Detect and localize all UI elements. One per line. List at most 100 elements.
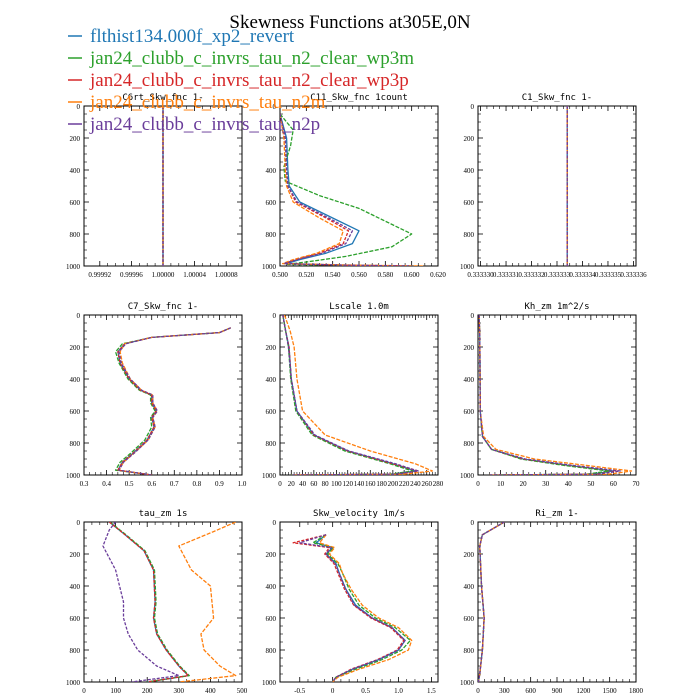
y-tick-label: 0 [471, 312, 475, 320]
y-tick-label: 400 [70, 376, 81, 384]
series-group [102, 522, 237, 682]
y-tick-label: 200 [70, 551, 81, 559]
x-tick-label: 100 [331, 480, 342, 488]
legend: flthist134.000f_xp2_revert jan24_clubb_c_… [68, 26, 414, 135]
x-tick-label: 1.5 [427, 687, 436, 695]
series-line [102, 522, 180, 682]
x-tick-label: 0.600 [404, 271, 420, 279]
x-tick-label: 20 [520, 480, 528, 488]
y-tick-label: 400 [266, 376, 277, 384]
x-tick-label: 40 [565, 480, 573, 488]
x-tick-label: 0.333336 [620, 271, 647, 279]
x-tick-label: 0.333333 [544, 271, 571, 279]
x-tick-label: 900 [552, 687, 563, 695]
legend-label: flthist134.000f_xp2_revert [90, 26, 295, 47]
y-tick-label: 400 [464, 167, 475, 175]
x-tick-label: 70 [633, 480, 641, 488]
x-tick-label: 300 [174, 687, 185, 695]
y-tick-label: 0 [77, 519, 81, 527]
y-tick-label: 600 [464, 615, 475, 623]
series-line [283, 315, 434, 475]
figure-title: Skewness Functions at305E,0N [229, 12, 470, 33]
y-tick-label: 600 [70, 199, 81, 207]
series-line [292, 534, 405, 682]
panel-title: tau_zm 1s [139, 509, 188, 519]
x-tick-label: 200 [142, 687, 153, 695]
x-tick-label: 1.00008 [215, 271, 238, 279]
y-tick-label: 200 [464, 135, 475, 143]
y-tick-label: 800 [464, 647, 475, 655]
panel-title: C11_Skw_fnc 1count [310, 93, 408, 103]
y-tick-label: 1000 [262, 472, 277, 480]
series-group [478, 315, 633, 475]
y-tick-label: 400 [464, 376, 475, 384]
x-tick-label: 1800 [629, 687, 644, 695]
x-tick-label: 1500 [603, 687, 618, 695]
series-line [118, 327, 231, 475]
y-tick-label: 200 [266, 344, 277, 352]
series-line [108, 522, 189, 682]
panel-title: Skw_velocity 1m/s [313, 509, 405, 519]
y-tick-label: 600 [266, 199, 277, 207]
y-tick-label: 200 [464, 551, 475, 559]
x-tick-label: 0.9 [215, 480, 224, 488]
x-tick-label: 0.7 [170, 480, 179, 488]
series-line [282, 315, 419, 475]
x-tick-label: 40 [299, 480, 307, 488]
x-tick-label: 0 [476, 480, 480, 488]
x-tick-label: 80 [322, 480, 330, 488]
x-tick-label: 240 [410, 480, 421, 488]
y-tick-label: 1000 [262, 263, 277, 271]
y-tick-label: 1000 [262, 679, 277, 687]
x-tick-label: 140 [354, 480, 365, 488]
y-tick-label: 200 [266, 551, 277, 559]
x-tick-label: 260 [421, 480, 432, 488]
chart-panel: Skw_velocity 1m/s 0 200 400 600 800 1000 -0.5 0 0… [262, 509, 439, 695]
y-tick-label: 0 [273, 519, 277, 527]
x-tick-label: 0.333331 [493, 271, 520, 279]
x-tick-label: 0.333330 [467, 271, 494, 279]
x-tick-label: 120 [342, 480, 353, 488]
x-tick-label: 0.540 [325, 271, 341, 279]
y-tick-label: 400 [70, 583, 81, 591]
series-line [318, 534, 413, 682]
legend-label: jan24_clubb_c_invrs_tau_n2p [89, 114, 320, 135]
x-tick-label: 0.560 [351, 271, 367, 279]
series-line [117, 327, 231, 475]
y-tick-label: 400 [70, 167, 81, 175]
series-line [280, 113, 413, 266]
y-tick-label: 600 [266, 408, 277, 416]
series-line [178, 522, 237, 682]
y-tick-label: 800 [266, 440, 277, 448]
x-tick-label: 60 [310, 480, 318, 488]
x-tick-label: 1200 [576, 687, 591, 695]
y-tick-label: 800 [464, 231, 475, 239]
x-tick-label: 0.99996 [120, 271, 143, 279]
x-tick-label: 1.0 [394, 687, 403, 695]
series-line [478, 522, 505, 682]
series-line [299, 534, 406, 682]
series-line [280, 113, 425, 266]
panel-title: Kh_zm 1m^2/s [524, 302, 589, 312]
x-tick-label: 1.00004 [183, 271, 206, 279]
x-tick-label: 20 [288, 480, 296, 488]
x-tick-label: 0 [331, 687, 335, 695]
x-tick-label: 30 [542, 480, 550, 488]
x-tick-label: 1.0 [238, 480, 247, 488]
y-tick-label: 1000 [460, 679, 475, 687]
y-tick-label: 0 [471, 519, 475, 527]
x-tick-label: -0.5 [294, 687, 306, 695]
y-tick-label: 800 [70, 440, 81, 448]
x-tick-label: 280 [433, 480, 444, 488]
y-tick-label: 1000 [460, 263, 475, 271]
series-line [478, 315, 633, 475]
y-tick-label: 0 [77, 312, 81, 320]
chart-panel: C11_Skw_fnc 1count 0 200 400 600 800 10000.500… [262, 93, 446, 279]
x-tick-label: 0.500 [272, 271, 288, 279]
